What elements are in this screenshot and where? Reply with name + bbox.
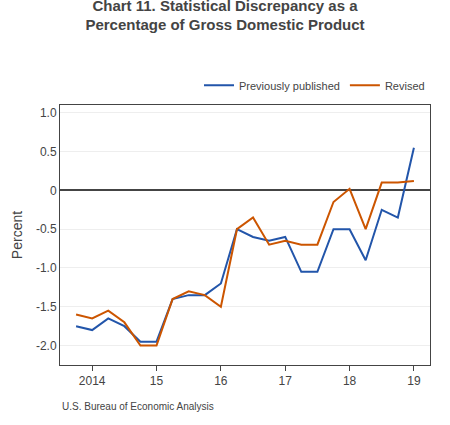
svg-text:-1.0: -1.0 <box>36 261 57 275</box>
svg-text:Previously published: Previously published <box>239 80 340 92</box>
svg-text:Chart 11. Statistical Discrepa: Chart 11. Statistical Discrepancy as aPe… <box>85 0 364 33</box>
svg-text:2014: 2014 <box>79 374 106 388</box>
svg-text:Percent: Percent <box>9 211 25 259</box>
svg-text:16: 16 <box>214 374 228 388</box>
svg-text:18: 18 <box>343 374 357 388</box>
svg-text:-0.5: -0.5 <box>36 222 57 236</box>
svg-text:19: 19 <box>407 374 421 388</box>
svg-text:U.S. Bureau of Economic Analys: U.S. Bureau of Economic Analysis <box>62 401 214 412</box>
svg-text:17: 17 <box>279 374 293 388</box>
svg-text:-2.0: -2.0 <box>36 339 57 353</box>
svg-text:Revised: Revised <box>385 80 425 92</box>
svg-text:0.5: 0.5 <box>40 145 57 159</box>
svg-text:-1.5: -1.5 <box>36 300 57 314</box>
svg-text:0: 0 <box>50 184 57 198</box>
svg-text:15: 15 <box>150 374 164 388</box>
svg-text:1.0: 1.0 <box>40 106 57 120</box>
